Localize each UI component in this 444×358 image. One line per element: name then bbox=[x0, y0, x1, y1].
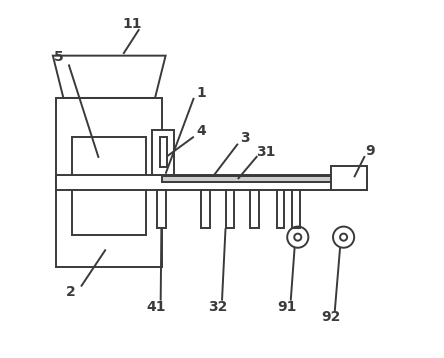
Bar bbox=[151, 130, 174, 175]
Polygon shape bbox=[53, 55, 166, 98]
Text: 9: 9 bbox=[365, 144, 375, 158]
Text: 91: 91 bbox=[277, 300, 296, 314]
Bar bbox=[201, 190, 210, 228]
Bar bbox=[226, 190, 234, 228]
Text: 1: 1 bbox=[196, 86, 206, 100]
Bar bbox=[56, 175, 366, 190]
Bar bbox=[250, 190, 259, 228]
Bar bbox=[157, 190, 166, 228]
Text: 2: 2 bbox=[66, 285, 76, 300]
Bar bbox=[162, 176, 360, 182]
Bar bbox=[331, 166, 366, 190]
Text: 3: 3 bbox=[240, 131, 250, 145]
Text: 92: 92 bbox=[321, 310, 340, 324]
Text: 41: 41 bbox=[147, 300, 166, 314]
Text: 32: 32 bbox=[208, 300, 227, 314]
Text: 5: 5 bbox=[54, 50, 64, 64]
Bar bbox=[293, 190, 300, 228]
Text: 4: 4 bbox=[196, 125, 206, 139]
Bar bbox=[56, 98, 162, 267]
Text: 31: 31 bbox=[256, 145, 276, 159]
Bar bbox=[277, 190, 285, 228]
Text: 11: 11 bbox=[123, 17, 142, 31]
Bar bbox=[72, 137, 146, 236]
Bar bbox=[160, 137, 167, 167]
